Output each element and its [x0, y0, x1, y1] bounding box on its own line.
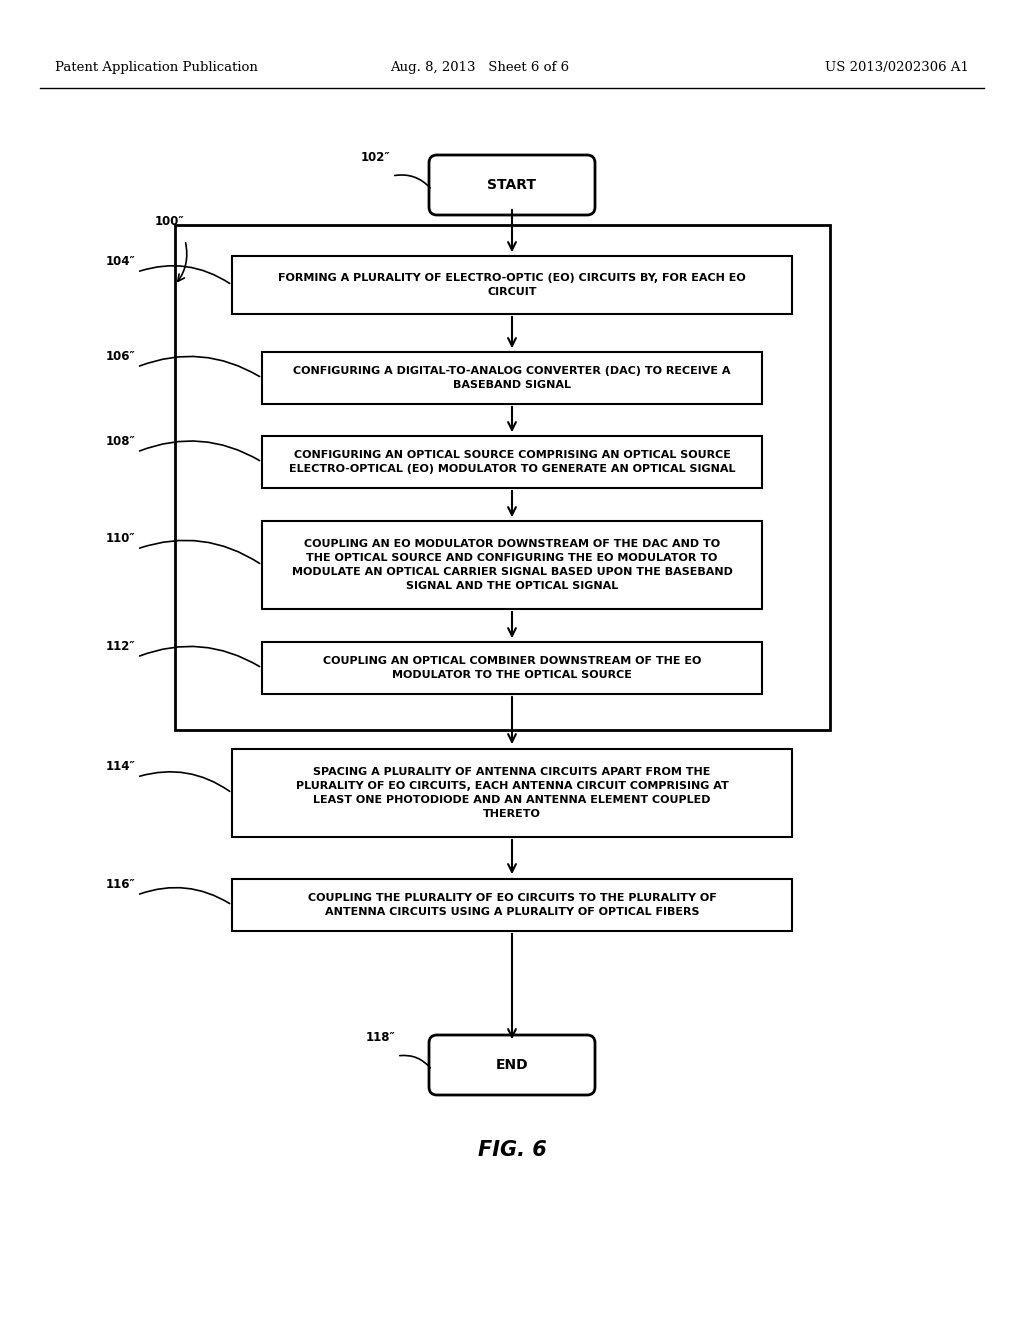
Text: Aug. 8, 2013   Sheet 6 of 6: Aug. 8, 2013 Sheet 6 of 6 [390, 62, 569, 74]
FancyArrowPatch shape [139, 887, 229, 903]
Text: SPACING A PLURALITY OF ANTENNA CIRCUITS APART FROM THE
PLURALITY OF EO CIRCUITS,: SPACING A PLURALITY OF ANTENNA CIRCUITS … [296, 767, 728, 818]
Text: 106″: 106″ [105, 350, 135, 363]
FancyArrowPatch shape [139, 441, 260, 461]
Bar [262, 521, 762, 609]
Bar [175, 224, 830, 730]
Text: 108″: 108″ [105, 436, 135, 447]
Bar [232, 748, 792, 837]
Bar [262, 436, 762, 488]
Bar [232, 256, 792, 314]
FancyArrowPatch shape [394, 176, 430, 187]
Text: FIG. 6: FIG. 6 [477, 1140, 547, 1160]
Bar [232, 879, 792, 931]
Text: 100″: 100″ [155, 215, 184, 228]
Text: 110″: 110″ [105, 532, 135, 545]
FancyArrowPatch shape [139, 265, 229, 284]
Bar [262, 642, 762, 694]
Text: CONFIGURING AN OPTICAL SOURCE COMPRISING AN OPTICAL SOURCE
ELECTRO-OPTICAL (EO) : CONFIGURING AN OPTICAL SOURCE COMPRISING… [289, 450, 735, 474]
FancyBboxPatch shape [429, 1035, 595, 1096]
Text: 102″: 102″ [360, 150, 390, 164]
Text: US 2013/0202306 A1: US 2013/0202306 A1 [825, 62, 969, 74]
FancyArrowPatch shape [139, 540, 260, 564]
Text: START: START [487, 178, 537, 191]
Text: FORMING A PLURALITY OF ELECTRO-OPTIC (EO) CIRCUITS BY, FOR EACH EO
CIRCUIT: FORMING A PLURALITY OF ELECTRO-OPTIC (EO… [279, 273, 745, 297]
Text: 116″: 116″ [105, 878, 135, 891]
FancyArrowPatch shape [139, 356, 260, 376]
FancyArrowPatch shape [139, 772, 229, 792]
FancyArrowPatch shape [139, 647, 260, 667]
Text: 104″: 104″ [105, 255, 135, 268]
Text: Patent Application Publication: Patent Application Publication [55, 62, 258, 74]
FancyArrowPatch shape [178, 243, 186, 281]
Text: END: END [496, 1059, 528, 1072]
Text: 114″: 114″ [105, 760, 135, 774]
Text: 112″: 112″ [105, 640, 135, 653]
Text: COUPLING AN OPTICAL COMBINER DOWNSTREAM OF THE EO
MODULATOR TO THE OPTICAL SOURC: COUPLING AN OPTICAL COMBINER DOWNSTREAM … [323, 656, 701, 680]
FancyArrowPatch shape [399, 1056, 430, 1068]
FancyBboxPatch shape [429, 154, 595, 215]
Text: COUPLING THE PLURALITY OF EO CIRCUITS TO THE PLURALITY OF
ANTENNA CIRCUITS USING: COUPLING THE PLURALITY OF EO CIRCUITS TO… [307, 894, 717, 917]
Bar [262, 352, 762, 404]
Text: 118″: 118″ [366, 1031, 395, 1044]
Text: COUPLING AN EO MODULATOR DOWNSTREAM OF THE DAC AND TO
THE OPTICAL SOURCE AND CON: COUPLING AN EO MODULATOR DOWNSTREAM OF T… [292, 539, 732, 591]
Text: CONFIGURING A DIGITAL-TO-ANALOG CONVERTER (DAC) TO RECEIVE A
BASEBAND SIGNAL: CONFIGURING A DIGITAL-TO-ANALOG CONVERTE… [293, 366, 731, 389]
